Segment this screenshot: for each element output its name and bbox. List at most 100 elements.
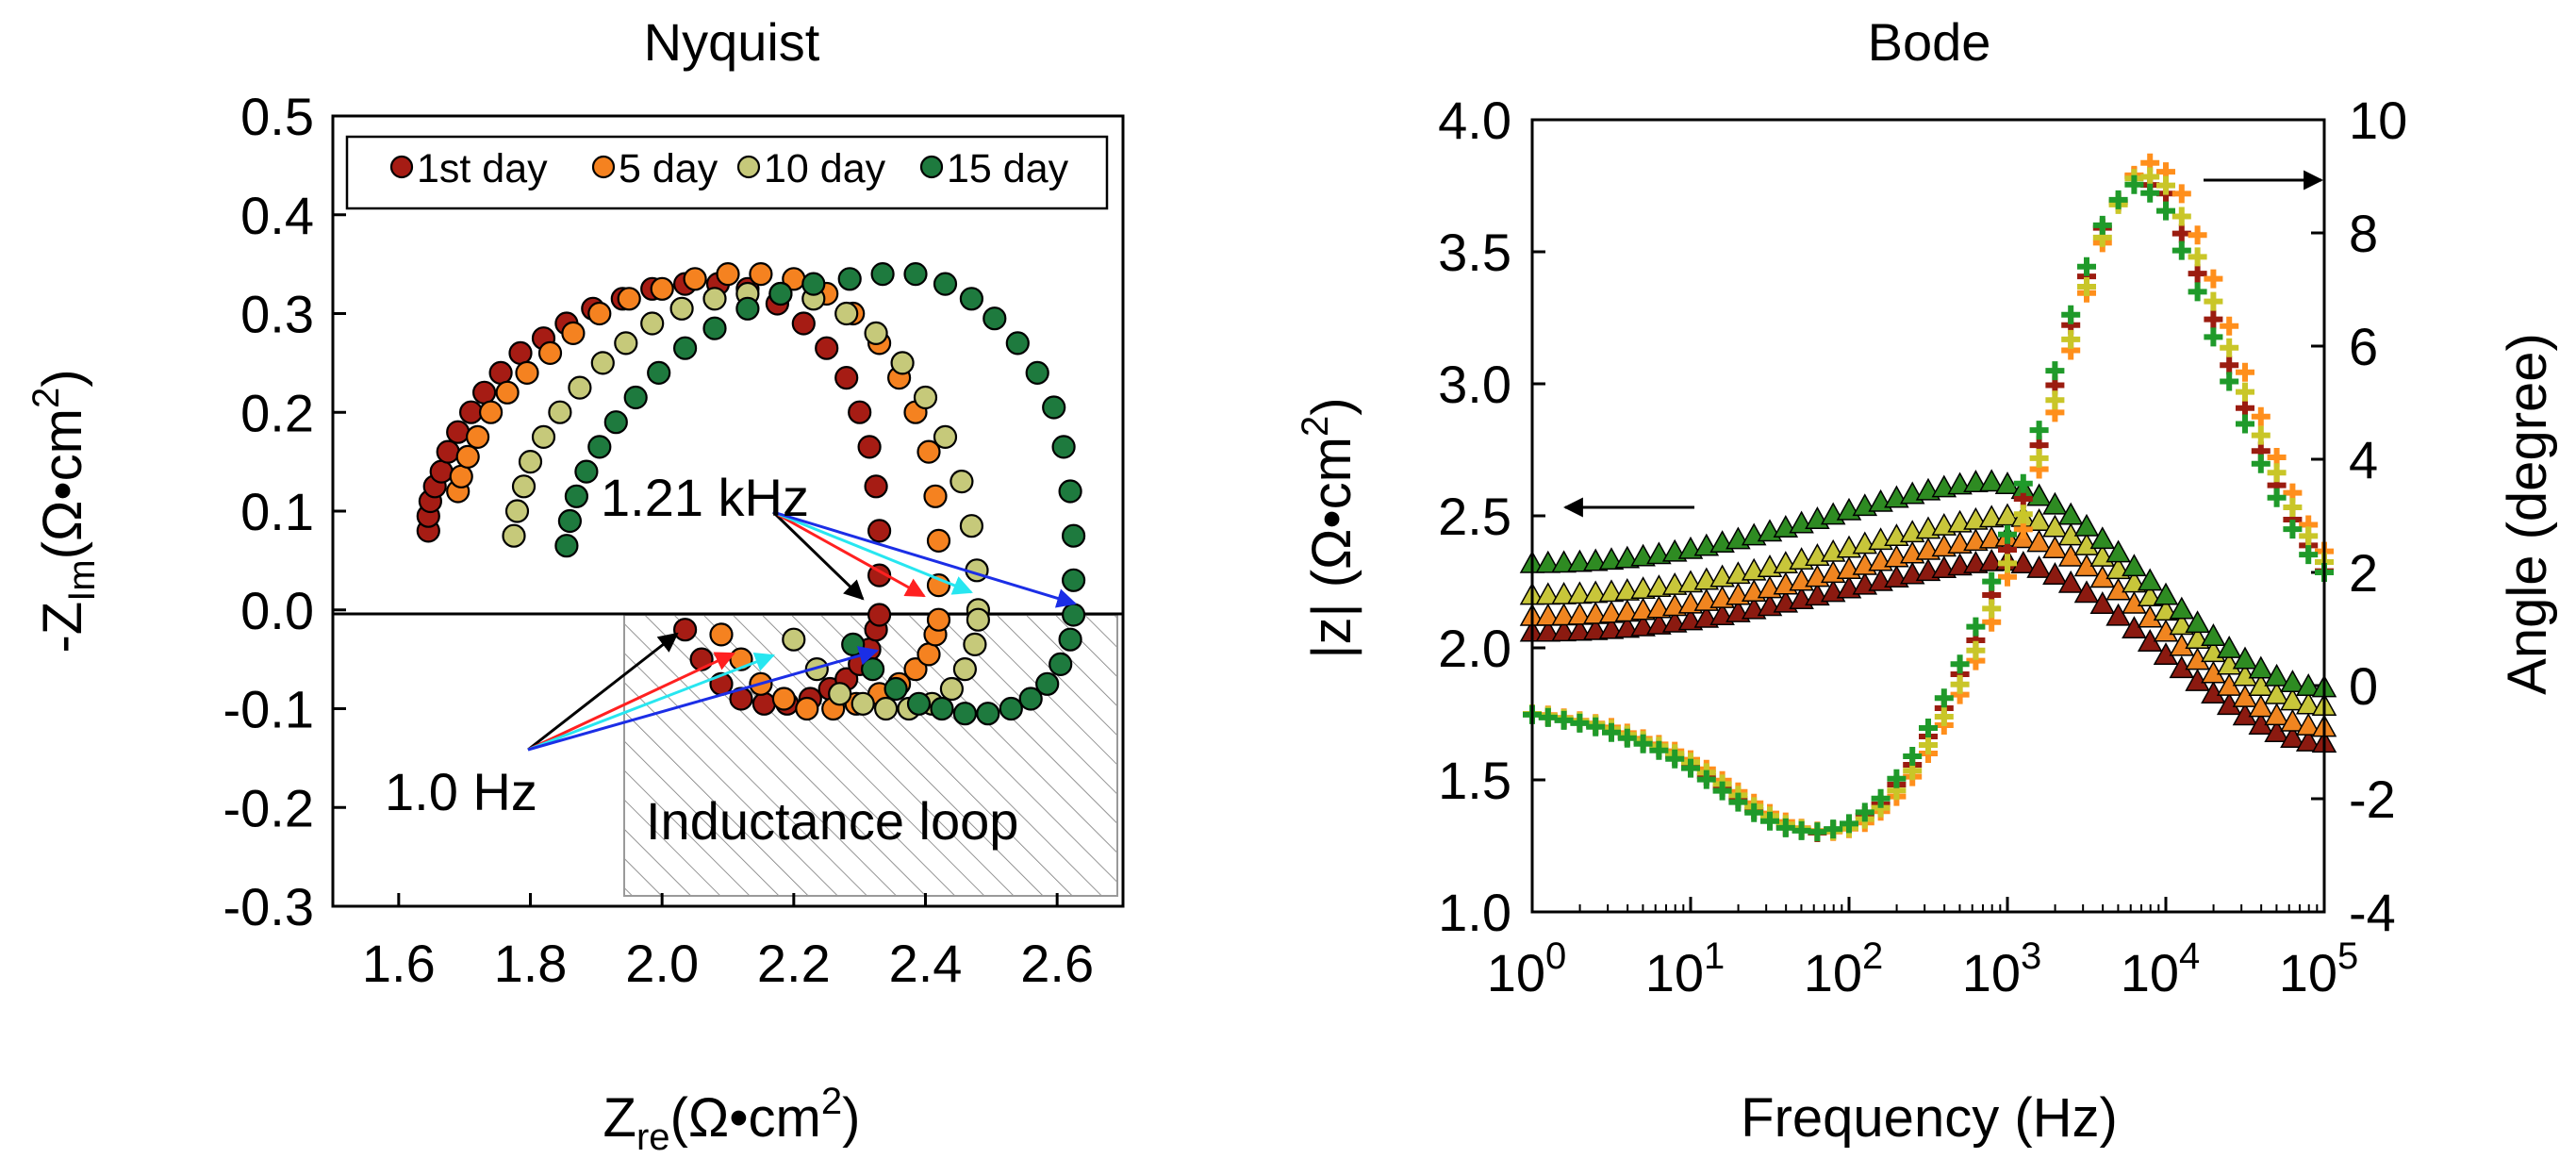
nyquist-point bbox=[647, 360, 671, 385]
nyquist-point bbox=[864, 321, 888, 345]
nyquist-point bbox=[471, 380, 497, 405]
legend-label-5-day: 5 day bbox=[619, 146, 718, 191]
bode-phase-series bbox=[1523, 174, 2334, 842]
nyquist-x-tick-label: 1.6 bbox=[362, 934, 436, 993]
bode-x-tick-base: 10 bbox=[2279, 943, 2337, 1002]
nyquist-points bbox=[416, 262, 1086, 726]
bode-phase-point bbox=[2156, 175, 2175, 195]
arrow-1hz-blue bbox=[527, 646, 880, 752]
bode-phase-point bbox=[2220, 338, 2239, 357]
nyquist-loop-point bbox=[782, 627, 806, 652]
bode-magnitude-point bbox=[2232, 684, 2258, 707]
nyquist-x-ticks: 1.6 1.8 2.0 2.2 2.4 2.6 bbox=[362, 893, 1094, 993]
bode-magnitude-point bbox=[1598, 579, 1625, 603]
bode-phase-point bbox=[2299, 526, 2319, 546]
nyquist-point bbox=[537, 340, 563, 365]
bode-phase-point bbox=[1728, 792, 1748, 812]
bode-magnitude-point bbox=[1551, 550, 1577, 573]
bode-magnitude-point bbox=[2105, 539, 2131, 563]
nyquist-loop-point bbox=[689, 647, 714, 671]
bode-y-tick-label: 3.5 bbox=[1438, 223, 1511, 282]
nyquist-point bbox=[867, 563, 892, 588]
bode-magnitude-point bbox=[2264, 681, 2289, 704]
bode-phase-point bbox=[2171, 184, 2191, 204]
bode-magnitude-point bbox=[1582, 580, 1609, 604]
nyquist-loop-point bbox=[867, 603, 892, 627]
bode-phase-point bbox=[1633, 734, 1653, 753]
bode-magnitude-point bbox=[1598, 616, 1625, 639]
arrow-1hz-red bbox=[527, 652, 735, 752]
nyquist-point bbox=[702, 287, 727, 311]
nyquist-point bbox=[548, 400, 572, 424]
nyquist-loop-point bbox=[926, 607, 951, 632]
nyquist-point bbox=[614, 331, 638, 356]
bode-magnitude-point bbox=[1963, 470, 1989, 492]
nyquist-loop-point bbox=[795, 696, 819, 721]
bode-magnitude-point bbox=[1994, 503, 2021, 526]
nyquist-y-tick-label: -0.1 bbox=[223, 680, 315, 739]
nyquist-loop-point bbox=[850, 691, 875, 716]
bode-magnitude-point bbox=[2295, 691, 2321, 715]
nyquist-point bbox=[488, 360, 513, 385]
nyquist-loop-point bbox=[1035, 671, 1060, 696]
nyquist-point bbox=[1051, 435, 1076, 459]
bode-phase-point bbox=[2267, 463, 2287, 483]
nyquist-point bbox=[640, 311, 665, 336]
legend-label-10-day: 10 day bbox=[764, 146, 886, 191]
nyquist-loop-point bbox=[999, 696, 1023, 721]
bode-magnitude-point bbox=[2264, 703, 2289, 726]
bode-phase-point bbox=[2204, 309, 2223, 329]
bode-phase-point bbox=[2171, 240, 2191, 260]
nyquist-point bbox=[848, 400, 872, 424]
bode-phase-point bbox=[1919, 719, 1938, 737]
bode-phase-point bbox=[1887, 769, 1907, 788]
bode-phase-point bbox=[2299, 545, 2319, 565]
arrow-1210hz-cyan bbox=[772, 510, 973, 595]
bode-phase-point bbox=[1538, 707, 1558, 727]
nyquist-point bbox=[1061, 523, 1086, 548]
nyquist-point bbox=[768, 281, 793, 306]
bode-magnitude-point bbox=[1567, 618, 1593, 641]
bode-phase-point bbox=[2092, 215, 2112, 235]
nyquist-loop-point bbox=[1061, 603, 1086, 627]
bode-magnitude-point bbox=[2026, 529, 2052, 553]
bode-magnitude-point bbox=[2153, 582, 2179, 605]
bode-phase-point bbox=[1998, 554, 2017, 573]
nyquist-x-tick-label: 2.2 bbox=[757, 934, 831, 993]
nyquist-loop-point bbox=[976, 702, 1000, 726]
bode-magnitude-point bbox=[2264, 663, 2289, 687]
bode-phase-point bbox=[1602, 722, 1621, 742]
nyquist-frame bbox=[331, 114, 1125, 908]
nyquist-point bbox=[916, 439, 941, 464]
bode-x-tick-exponent: 1 bbox=[1704, 935, 1725, 977]
bode-phase-point bbox=[1919, 736, 1938, 754]
bode-phase-point bbox=[1966, 617, 1986, 637]
annotation-1hz: 1.0 Hz bbox=[385, 762, 537, 821]
bode-phase-point bbox=[1775, 818, 1795, 837]
nyquist-point bbox=[650, 276, 674, 301]
nyquist-point bbox=[459, 400, 484, 424]
nyquist-x-label-unit: (Ω•cm bbox=[670, 1087, 821, 1149]
nyquist-point bbox=[508, 340, 533, 365]
bode-magnitude-point bbox=[2280, 687, 2305, 711]
nyquist-point bbox=[504, 499, 530, 523]
nyquist-point bbox=[449, 464, 473, 488]
bode-phase-point bbox=[2251, 454, 2271, 473]
bode-y-tick-label-right: 8 bbox=[2349, 204, 2378, 263]
nyquist-annotation-arrows bbox=[527, 510, 1078, 752]
bode-phase-point bbox=[2045, 361, 2065, 381]
bode-phase-point bbox=[2171, 207, 2191, 226]
bode-phase-point bbox=[2283, 520, 2303, 539]
bode-phase-point bbox=[1586, 717, 1606, 736]
bode-y-label-close: ) bbox=[1301, 397, 1362, 415]
bode-phase-point bbox=[2220, 372, 2239, 391]
nyquist-x-tick-label: 1.8 bbox=[494, 934, 568, 993]
arrow-1hz-cyan bbox=[527, 652, 775, 752]
bode-phase-point bbox=[1934, 707, 1954, 726]
bode-magnitude-point bbox=[1582, 617, 1609, 640]
nyquist-loop-point bbox=[906, 691, 932, 716]
nyquist-y-tick-label: 0.3 bbox=[240, 285, 314, 344]
nyquist-point bbox=[590, 351, 615, 375]
nyquist-x-tick-label: 2.0 bbox=[625, 934, 699, 993]
